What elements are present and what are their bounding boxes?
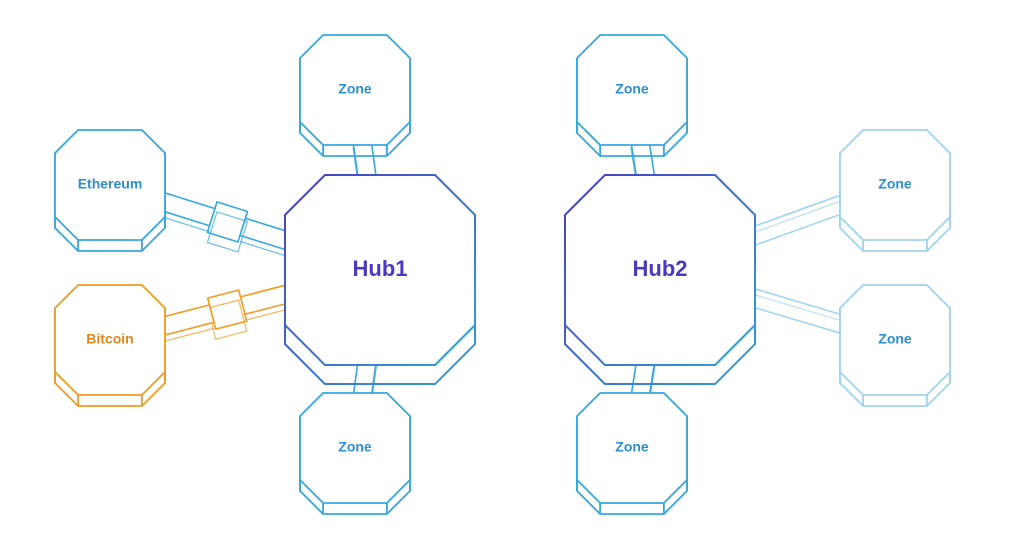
- zone-node-bitcoin: Bitcoin: [55, 285, 165, 406]
- zone-node-ethereum: Ethereum: [55, 130, 165, 251]
- edge-hub1-bitcoin: [157, 283, 298, 342]
- zone-node-zone_h1_bottom: Zone: [300, 393, 410, 514]
- edge-hub1-hub2: [469, 274, 571, 282]
- zone-label: Zone: [878, 331, 912, 347]
- zone-label: Ethereum: [78, 176, 143, 192]
- edge-hub2-zone_h2_r2: [741, 286, 849, 334]
- zone-label: Zone: [338, 81, 372, 97]
- hub-label: Hub1: [353, 256, 408, 281]
- zone-label: Zone: [615, 439, 649, 455]
- zone-label: Zone: [615, 81, 649, 97]
- zone-node-zone_h2_r2: Zone: [840, 285, 950, 406]
- edge-hub1-ethereum: [156, 192, 300, 259]
- hub-node-hub1: Hub1: [285, 175, 475, 384]
- zone-label: Bitcoin: [86, 331, 133, 347]
- zone-label: Zone: [878, 176, 912, 192]
- zone-node-zone_h2_bottom: Zone: [577, 393, 687, 514]
- zone-label: Zone: [338, 439, 372, 455]
- hub-node-hub2: Hub2: [565, 175, 755, 384]
- hub-label: Hub2: [633, 256, 688, 281]
- network-diagram: Hub1 Hub2 Zone Zone Ethereum Bitcoin Zone Zone Z…: [0, 0, 1024, 541]
- zone-node-zone_h2_r1: Zone: [840, 130, 950, 251]
- zone-node-zone_h2_top: Zone: [577, 35, 687, 156]
- zone-node-zone_h1_top: Zone: [300, 35, 410, 156]
